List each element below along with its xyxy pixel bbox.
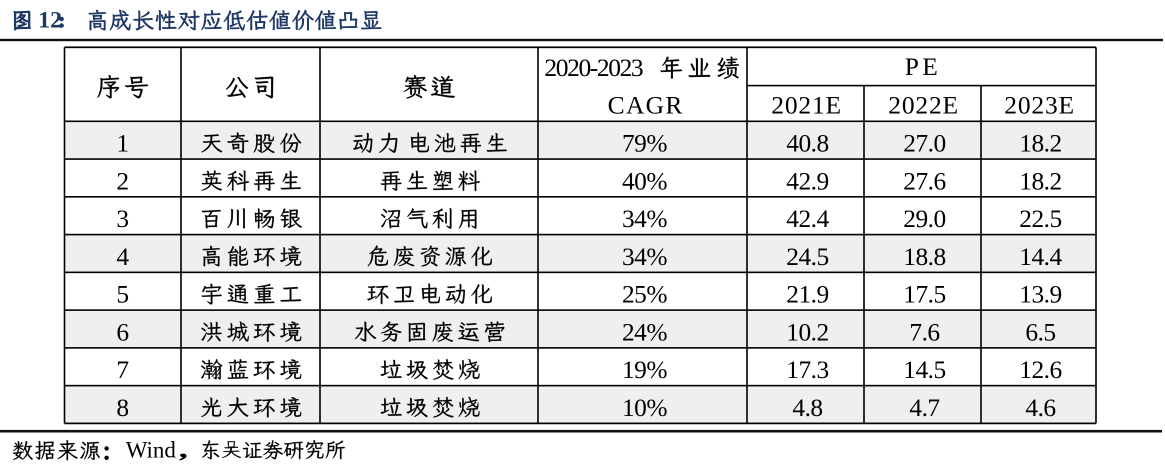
svg-text:21.9: 21.9 xyxy=(786,281,828,309)
svg-text:2023E: 2023E xyxy=(1004,91,1075,120)
svg-text:14.4: 14.4 xyxy=(1019,243,1062,271)
svg-text:6.5: 6.5 xyxy=(1025,318,1055,346)
svg-text:18.8: 18.8 xyxy=(903,243,945,271)
svg-text:PE: PE xyxy=(905,52,942,81)
svg-text:7: 7 xyxy=(116,356,129,384)
svg-text:27.6: 27.6 xyxy=(903,167,945,195)
svg-text:12: 12 xyxy=(38,7,62,33)
svg-text:40.8: 40.8 xyxy=(786,130,828,158)
svg-text:17.5: 17.5 xyxy=(903,281,945,309)
svg-text:2: 2 xyxy=(116,167,129,195)
svg-text:2020-2023: 2020-2023 xyxy=(544,53,643,82)
svg-text:42.9: 42.9 xyxy=(786,167,828,195)
svg-text:7.6: 7.6 xyxy=(909,318,939,346)
svg-text:1: 1 xyxy=(116,130,129,158)
svg-text:10.2: 10.2 xyxy=(786,318,828,346)
svg-text:24%: 24% xyxy=(622,318,667,346)
svg-text:29.0: 29.0 xyxy=(903,205,945,233)
svg-text:5: 5 xyxy=(116,281,129,309)
svg-text:2022E: 2022E xyxy=(888,91,959,120)
svg-text:19%: 19% xyxy=(622,356,667,384)
svg-text:34%: 34% xyxy=(622,243,667,271)
svg-text:Wind: Wind xyxy=(126,438,177,463)
svg-text:6: 6 xyxy=(116,318,129,346)
svg-text:42.4: 42.4 xyxy=(786,205,829,233)
svg-text:4: 4 xyxy=(116,243,129,271)
svg-text:CAGR: CAGR xyxy=(608,91,684,120)
svg-text:18.2: 18.2 xyxy=(1019,130,1061,158)
svg-text:8: 8 xyxy=(116,394,129,422)
svg-text:18.2: 18.2 xyxy=(1019,167,1061,195)
svg-text:14.5: 14.5 xyxy=(903,356,945,384)
svg-text:4.6: 4.6 xyxy=(1025,394,1055,422)
svg-text:3: 3 xyxy=(116,205,129,233)
svg-text:25%: 25% xyxy=(622,281,667,309)
svg-text:40%: 40% xyxy=(622,167,667,195)
svg-text:4.8: 4.8 xyxy=(792,394,822,422)
svg-text:13.9: 13.9 xyxy=(1019,281,1061,309)
svg-text:34%: 34% xyxy=(622,205,667,233)
svg-text:2021E: 2021E xyxy=(771,91,842,120)
svg-text:12.6: 12.6 xyxy=(1019,356,1061,384)
svg-text:10%: 10% xyxy=(622,394,667,422)
svg-text:24.5: 24.5 xyxy=(786,243,828,271)
svg-text:17.3: 17.3 xyxy=(786,356,828,384)
svg-text:27.0: 27.0 xyxy=(903,130,945,158)
svg-text:79%: 79% xyxy=(622,130,667,158)
svg-text:22.5: 22.5 xyxy=(1019,205,1061,233)
svg-text:4.7: 4.7 xyxy=(909,394,939,422)
